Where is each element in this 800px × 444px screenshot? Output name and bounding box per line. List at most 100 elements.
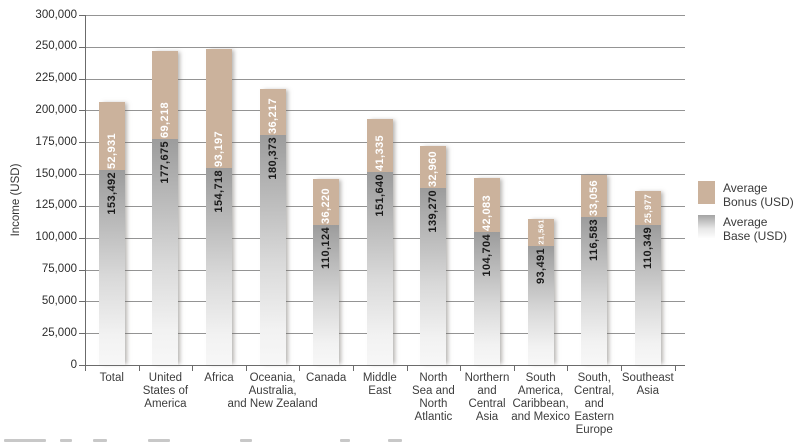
bar-9: 33,056 116,583 bbox=[581, 174, 608, 365]
y-tick-mark bbox=[79, 301, 85, 303]
y-tick-mark bbox=[79, 15, 85, 16]
bar-segment-bonus: 25,977 bbox=[634, 191, 661, 225]
cropped-caption-fragment bbox=[60, 439, 72, 442]
x-tick-mark bbox=[245, 365, 247, 371]
bar-value-bonus: 93,197 bbox=[213, 131, 225, 168]
y-tick-label: 150,000 bbox=[35, 167, 77, 180]
category-label-2: Africa bbox=[204, 372, 234, 384]
bar-value-base: 154,718 bbox=[213, 170, 225, 213]
bar-value-base: 139,270 bbox=[427, 189, 440, 233]
y-tick-label: 250,000 bbox=[35, 40, 77, 53]
legend-entry-base: Average Base (USD) bbox=[698, 215, 794, 243]
x-tick-mark bbox=[674, 365, 676, 371]
bar-10: 25,977 110,349 bbox=[634, 191, 661, 365]
cropped-caption-fragment bbox=[93, 439, 107, 442]
bar-value-bonus: 52,931 bbox=[105, 132, 118, 169]
bar-value-base: 110,349 bbox=[641, 226, 654, 269]
gridline bbox=[85, 78, 685, 80]
category-label-9: South, Central, and Eastern Europe bbox=[574, 372, 615, 436]
bar-segment-base: 177,675 bbox=[152, 138, 179, 365]
y-tick-mark bbox=[79, 46, 85, 48]
bar-value-base: 93,491 bbox=[534, 248, 547, 285]
bar-value-base: 116,583 bbox=[588, 218, 601, 261]
cropped-caption-fragment bbox=[148, 439, 170, 442]
bar-segment-bonus: 93,197 bbox=[206, 49, 232, 169]
bar-8: 21,561 93,491 bbox=[527, 218, 554, 365]
bar-segment-base: 139,270 bbox=[420, 187, 447, 365]
category-label-5: Middle East bbox=[362, 372, 397, 397]
y-tick-mark bbox=[79, 269, 85, 271]
cropped-caption-fragment bbox=[388, 439, 402, 442]
bar-segment-base: 153,492 bbox=[98, 169, 125, 365]
gridline bbox=[85, 46, 685, 48]
y-axis-line bbox=[85, 15, 86, 366]
x-axis-line bbox=[85, 365, 685, 366]
y-tick-label: 0 bbox=[70, 358, 77, 371]
legend-label-base: Average Base (USD) bbox=[723, 215, 788, 243]
legend-swatch-bonus-icon bbox=[698, 181, 715, 204]
legend-entry-bonus: Average Bonus (USD) bbox=[698, 181, 794, 209]
bar-2: 93,197 154,718 bbox=[206, 49, 232, 365]
cropped-caption-fragment bbox=[340, 439, 350, 442]
bar-value-base: 104,704 bbox=[481, 233, 493, 277]
y-tick-label: 200,000 bbox=[35, 103, 77, 116]
bar-value-bonus: 33,056 bbox=[588, 179, 601, 216]
bar-segment-base: 104,704 bbox=[474, 231, 500, 365]
x-tick-mark bbox=[353, 365, 354, 371]
x-tick-mark bbox=[85, 365, 86, 371]
bar-7: 42,083 104,704 bbox=[474, 178, 500, 365]
y-tick-mark bbox=[79, 78, 85, 80]
chart-legend: Average Bonus (USD) Average Base (USD) bbox=[698, 181, 794, 249]
bar-0: 52,931 153,492 bbox=[98, 102, 125, 365]
bar-segment-base: 154,718 bbox=[206, 168, 232, 365]
bar-segment-bonus: 69,218 bbox=[152, 50, 179, 139]
bar-1: 69,218 177,675 bbox=[152, 50, 179, 365]
y-tick-label: 25,000 bbox=[41, 326, 77, 339]
category-label-0: Total bbox=[99, 372, 124, 384]
y-tick-label: 225,000 bbox=[35, 72, 77, 85]
cropped-caption-fragment bbox=[4, 439, 46, 442]
category-label-1: United States of America bbox=[142, 372, 189, 410]
bar-value-base: 177,675 bbox=[159, 140, 172, 184]
y-tick-mark bbox=[79, 174, 85, 176]
bar-segment-base: 110,124 bbox=[313, 224, 340, 365]
x-tick-mark bbox=[621, 365, 622, 371]
y-tick-label: 300,000 bbox=[35, 8, 77, 21]
bar-segment-base: 110,349 bbox=[634, 224, 661, 365]
y-tick-mark bbox=[79, 205, 85, 207]
y-tick-mark bbox=[79, 333, 85, 335]
x-tick-mark bbox=[513, 365, 515, 371]
gridline bbox=[85, 15, 685, 16]
bar-segment-bonus: 21,561 bbox=[527, 218, 554, 246]
y-tick-mark bbox=[79, 237, 85, 239]
bar-value-bonus: 42,083 bbox=[481, 194, 493, 231]
bar-segment-bonus: 32,960 bbox=[420, 145, 447, 188]
legend-label-bonus: Average Bonus (USD) bbox=[723, 181, 794, 209]
bar-segment-bonus: 41,335 bbox=[366, 119, 393, 172]
bar-segment-bonus: 36,217 bbox=[259, 89, 286, 136]
y-tick-mark bbox=[79, 142, 85, 144]
bar-segment-base: 116,583 bbox=[581, 216, 608, 365]
bar-value-bonus: 21,561 bbox=[536, 219, 546, 245]
bar-segment-base: 93,491 bbox=[527, 246, 554, 365]
cropped-caption-fragment bbox=[240, 439, 252, 442]
category-label-10: Southeast Asia bbox=[621, 372, 674, 397]
bar-4: 36,220 110,124 bbox=[313, 178, 340, 365]
y-tick-label: 75,000 bbox=[41, 263, 77, 276]
x-tick-mark bbox=[460, 365, 462, 371]
gridline bbox=[85, 110, 685, 112]
y-tick-mark bbox=[79, 365, 85, 366]
y-tick-label: 125,000 bbox=[35, 199, 77, 212]
bar-value-bonus: 36,220 bbox=[320, 187, 333, 224]
category-label-3: Oceania, Australia, and New Zealand bbox=[227, 372, 318, 410]
y-tick-label: 175,000 bbox=[35, 135, 77, 148]
bar-value-base: 151,640 bbox=[373, 173, 386, 217]
x-tick-mark bbox=[299, 365, 301, 371]
x-tick-mark bbox=[138, 365, 140, 371]
y-tick-label: 100,000 bbox=[35, 231, 77, 244]
x-tick-mark bbox=[406, 365, 408, 371]
category-label-8: South America, Caribbean, and Mexico bbox=[511, 372, 570, 423]
bar-value-base: 180,373 bbox=[266, 137, 279, 180]
bar-6: 32,960 139,270 bbox=[420, 145, 447, 365]
